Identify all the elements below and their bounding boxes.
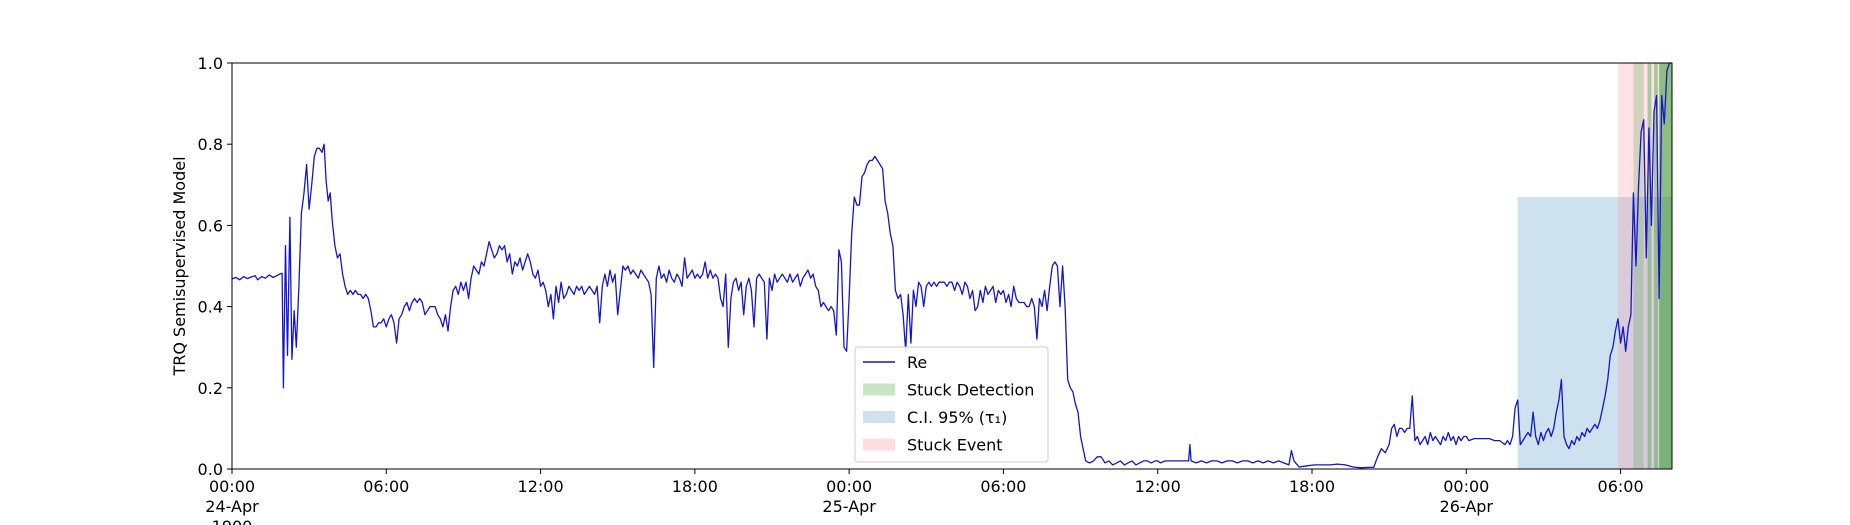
legend-label-stuck-event: Stuck Event <box>907 436 1003 455</box>
x-tick-label-2-0: 12:00 <box>518 477 564 496</box>
x-tick-label-4-0: 00:00 <box>826 477 872 496</box>
legend-label-stuck-detection: Stuck Detection <box>907 381 1034 400</box>
y-tick-label-3: 0.6 <box>198 216 223 235</box>
x-tick-label-7-0: 18:00 <box>1289 477 1335 496</box>
x-tick-label-5-0: 06:00 <box>980 477 1026 496</box>
series-lines <box>231 62 1672 469</box>
span-stuck-detection-5 <box>1659 63 1672 469</box>
legend-label-c-i-95: C.I. 95% (τ₁) <box>907 408 1007 427</box>
x-tick-label-9-0: 06:00 <box>1598 477 1644 496</box>
span-stuck-detection-4 <box>1654 63 1658 469</box>
span-stuck-detection-3 <box>1647 63 1652 469</box>
y-tick-label-1: 0.2 <box>198 379 223 398</box>
series-line-re <box>231 62 1672 469</box>
x-tick-label-4-1: 25-Apr <box>822 497 876 516</box>
axis-ticks: 00:0024-Apr190006:0012:0018:0000:0025-Ap… <box>198 54 1644 525</box>
legend-box <box>854 346 1049 463</box>
x-tick-label-8-0: 00:00 <box>1443 477 1489 496</box>
x-tick-label-8-1: 26-Apr <box>1440 497 1494 516</box>
legend-swatch-stuck-event <box>863 438 895 451</box>
y-axis-label: TRQ Semisupervised Model <box>170 156 189 376</box>
x-tick-label-0-2: 1900 <box>212 517 253 525</box>
shaded-spans <box>1517 63 1672 470</box>
legend-swatch-stuck-detection <box>863 383 895 396</box>
span-stuck-detection-2 <box>1633 63 1644 469</box>
x-tick-label-0-0: 00:00 <box>209 477 255 496</box>
x-tick-label-0-1: 24-Apr <box>205 497 259 516</box>
x-tick-label-3-0: 18:00 <box>672 477 718 496</box>
y-tick-label-4: 0.8 <box>198 135 223 154</box>
legend-swatch-c-i-95 <box>863 411 895 423</box>
y-tick-label-0: 0.0 <box>198 460 223 479</box>
legend: Re Stuck Detection C.I. 95% (τ₁) Stuck Even… <box>854 346 1049 463</box>
y-tick-label-5: 1.0 <box>198 54 223 73</box>
x-tick-label-1-0: 06:00 <box>363 477 409 496</box>
x-tick-label-6-0: 12:00 <box>1135 477 1181 496</box>
y-tick-label-2: 0.4 <box>198 298 223 317</box>
axes-frame <box>231 62 1673 470</box>
legend-label-re: Re <box>907 353 927 372</box>
